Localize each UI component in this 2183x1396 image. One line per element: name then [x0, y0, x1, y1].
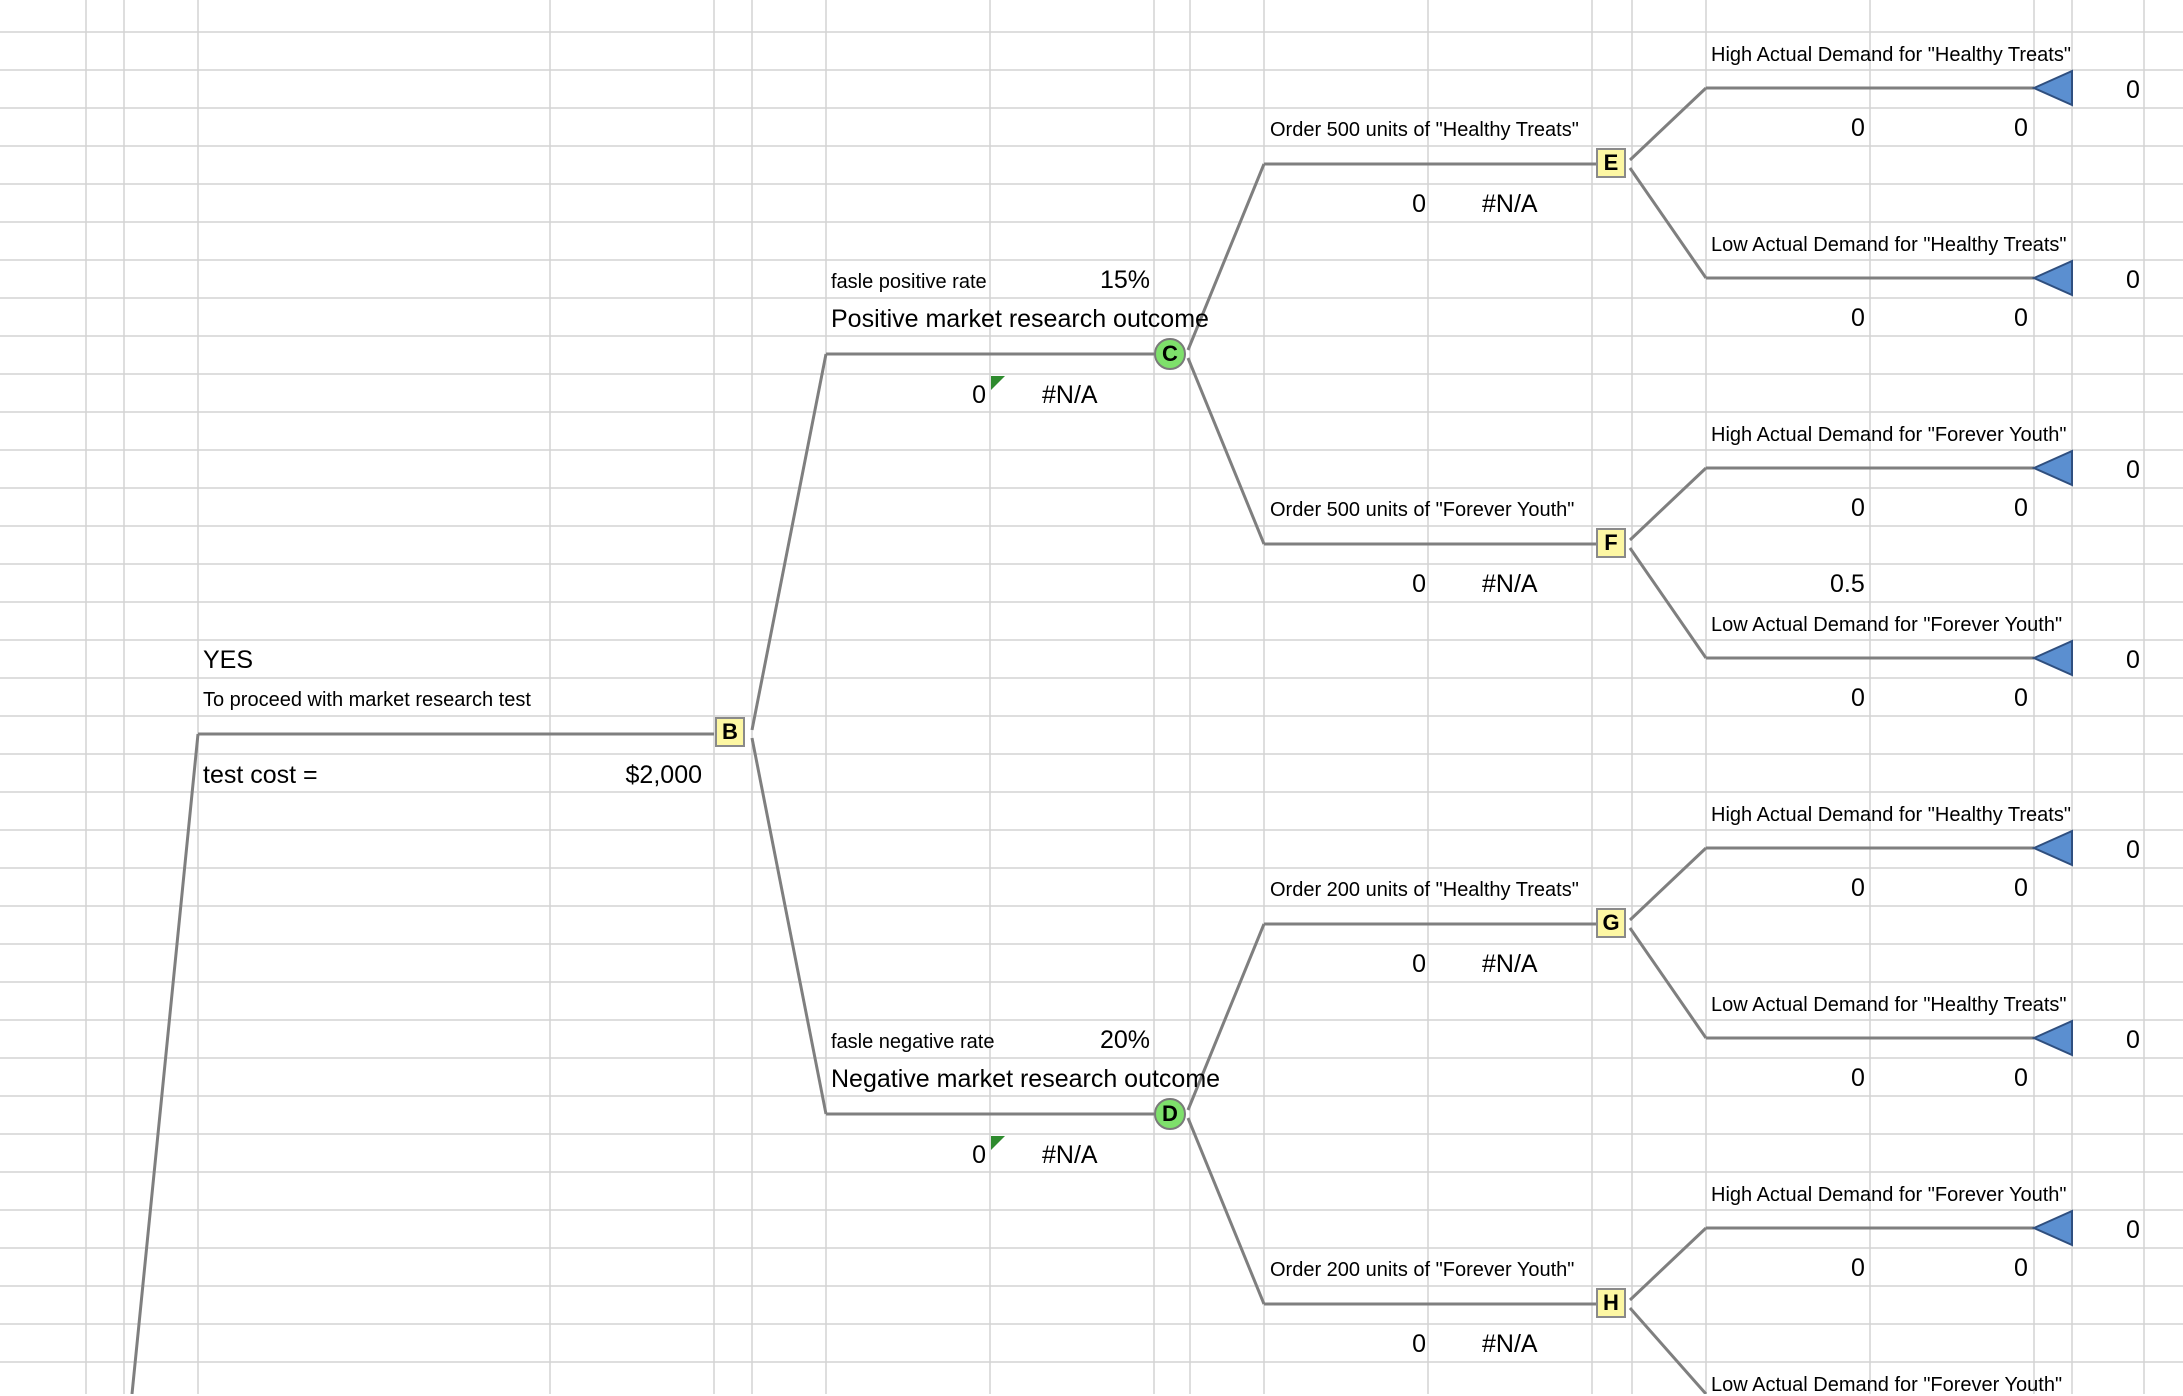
leaf-1-payoff: 0 [2126, 76, 2140, 104]
root-branch-description: To proceed with market research test [203, 689, 531, 711]
leaf-5-value: 0 [1851, 874, 1865, 902]
tree-branch-line [1186, 357, 1266, 545]
test-cost-value: $2,000 [625, 761, 702, 789]
leaf-3-label: High Actual Demand for "Forever Youth" [1711, 424, 2067, 446]
leaf-3-payoff: 0 [2126, 456, 2140, 484]
leaf-2-value: 0 [1851, 304, 1865, 332]
positive-outcome-ev: #N/A [1042, 381, 1098, 409]
leaf-3-probability: 0 [2014, 494, 2028, 522]
decision-e-label: Order 500 units of "Healthy Treats" [1270, 119, 1579, 141]
decision-g-label: Order 200 units of "Healthy Treats" [1270, 879, 1579, 901]
leaf-1-probability: 0 [2014, 114, 2028, 142]
leaf-5-label: High Actual Demand for "Healthy Treats" [1711, 804, 2071, 826]
tree-branch-line [1628, 846, 1708, 922]
negative-outcome-ev: #N/A [1042, 1141, 1098, 1169]
leaf-3-value: 0 [1851, 494, 1865, 522]
leaf-7-value: 0 [1851, 1254, 1865, 1282]
false-negative-rate-value: 20% [1099, 1026, 1150, 1054]
leaf-6-label: Low Actual Demand for "Healthy Treats" [1711, 994, 2067, 1016]
leaf-5-probability: 0 [2014, 874, 2028, 902]
terminal-node-icon [2031, 1019, 2073, 1057]
decision-g-value: 0 [1412, 950, 1426, 978]
leaf-2-payoff: 0 [2126, 266, 2140, 294]
leaf-1-value: 0 [1851, 114, 1865, 142]
decision-h-ev: #N/A [1482, 1330, 1538, 1358]
tree-branch-line [1186, 1117, 1266, 1305]
terminal-node-icon [2031, 639, 2073, 677]
test-cost-label: test cost = [203, 761, 318, 789]
decision-tree-branches [130, 86, 2034, 1394]
leaf-5-payoff: 0 [2126, 836, 2140, 864]
tree-branch-line [1186, 163, 1266, 351]
leaf-2-label: Low Actual Demand for "Healthy Treats" [1711, 234, 2067, 256]
decision-node-e[interactable]: E [1596, 148, 1626, 178]
leaf-4-probability: 0 [2014, 684, 2028, 712]
false-negative-rate-label: fasle negative rate [831, 1031, 995, 1053]
terminal-node-icon [2031, 69, 2073, 107]
decision-f-ev: #N/A [1482, 570, 1538, 598]
negative-outcome-value: 0 [972, 1141, 986, 1169]
leaf-2-probability: 0 [2014, 304, 2028, 332]
terminal-node-icon [2031, 449, 2073, 487]
tree-branch-line [1628, 167, 1708, 279]
tree-branch-line [1628, 1226, 1708, 1302]
tree-branch-line [1628, 927, 1708, 1039]
decision-e-ev: #N/A [1482, 190, 1538, 218]
tree-branch-line [750, 737, 828, 1115]
leaf-4-value: 0 [1851, 684, 1865, 712]
chance-node-d[interactable]: D [1154, 1098, 1186, 1130]
decision-node-h[interactable]: H [1596, 1288, 1626, 1318]
tree-branch-line [750, 353, 828, 731]
terminal-markers [2031, 69, 2073, 1247]
positive-outcome-value: 0 [972, 381, 986, 409]
decision-h-value: 0 [1412, 1330, 1426, 1358]
tree-branch-line [130, 733, 200, 1394]
root-branch-label: YES [203, 646, 254, 674]
leaf-1-label: High Actual Demand for "Healthy Treats" [1711, 44, 2071, 66]
decision-g-ev: #N/A [1482, 950, 1538, 978]
decision-node-f[interactable]: F [1596, 528, 1626, 558]
leaf-7-label: High Actual Demand for "Forever Youth" [1711, 1184, 2067, 1206]
false-positive-rate-label: fasle positive rate [831, 271, 987, 293]
leaf-6-payoff: 0 [2126, 1026, 2140, 1054]
leaf-6-probability: 0 [2014, 1064, 2028, 1092]
leaf-7-probability: 0 [2014, 1254, 2028, 1282]
false-positive-rate-value: 15% [1099, 266, 1150, 294]
leaf-4-label: Low Actual Demand for "Forever Youth" [1711, 614, 2063, 636]
terminal-node-icon [2031, 1209, 2073, 1247]
terminal-node-icon [2031, 829, 2073, 867]
positive-outcome-label: Positive market research outcome [831, 305, 1209, 333]
comment-indicator[interactable] [991, 376, 1005, 390]
leaf-7-payoff: 0 [2126, 1216, 2140, 1244]
decision-node-g[interactable]: G [1596, 908, 1626, 938]
tree-branch-line [1628, 547, 1708, 659]
probability-note: 0.5 [1830, 570, 1865, 598]
tree-branch-line [1628, 466, 1708, 542]
comment-indicator[interactable] [991, 1136, 1005, 1150]
tree-branch-line [1186, 923, 1266, 1111]
chance-node-c[interactable]: C [1154, 338, 1186, 370]
decision-h-label: Order 200 units of "Forever Youth" [1270, 1259, 1575, 1281]
leaf-6-value: 0 [1851, 1064, 1865, 1092]
decision-node-b[interactable]: B [715, 717, 745, 747]
leaf-8-label: Low Actual Demand for "Forever Youth" [1711, 1374, 2063, 1396]
decision-f-value: 0 [1412, 570, 1426, 598]
tree-branch-line [1628, 86, 1708, 162]
terminal-node-icon [2031, 259, 2073, 297]
leaf-4-payoff: 0 [2126, 646, 2140, 674]
tree-branch-line [1628, 1307, 1708, 1394]
negative-outcome-label: Negative market research outcome [831, 1065, 1221, 1093]
decision-f-label: Order 500 units of "Forever Youth" [1270, 499, 1575, 521]
decision-e-value: 0 [1412, 190, 1426, 218]
